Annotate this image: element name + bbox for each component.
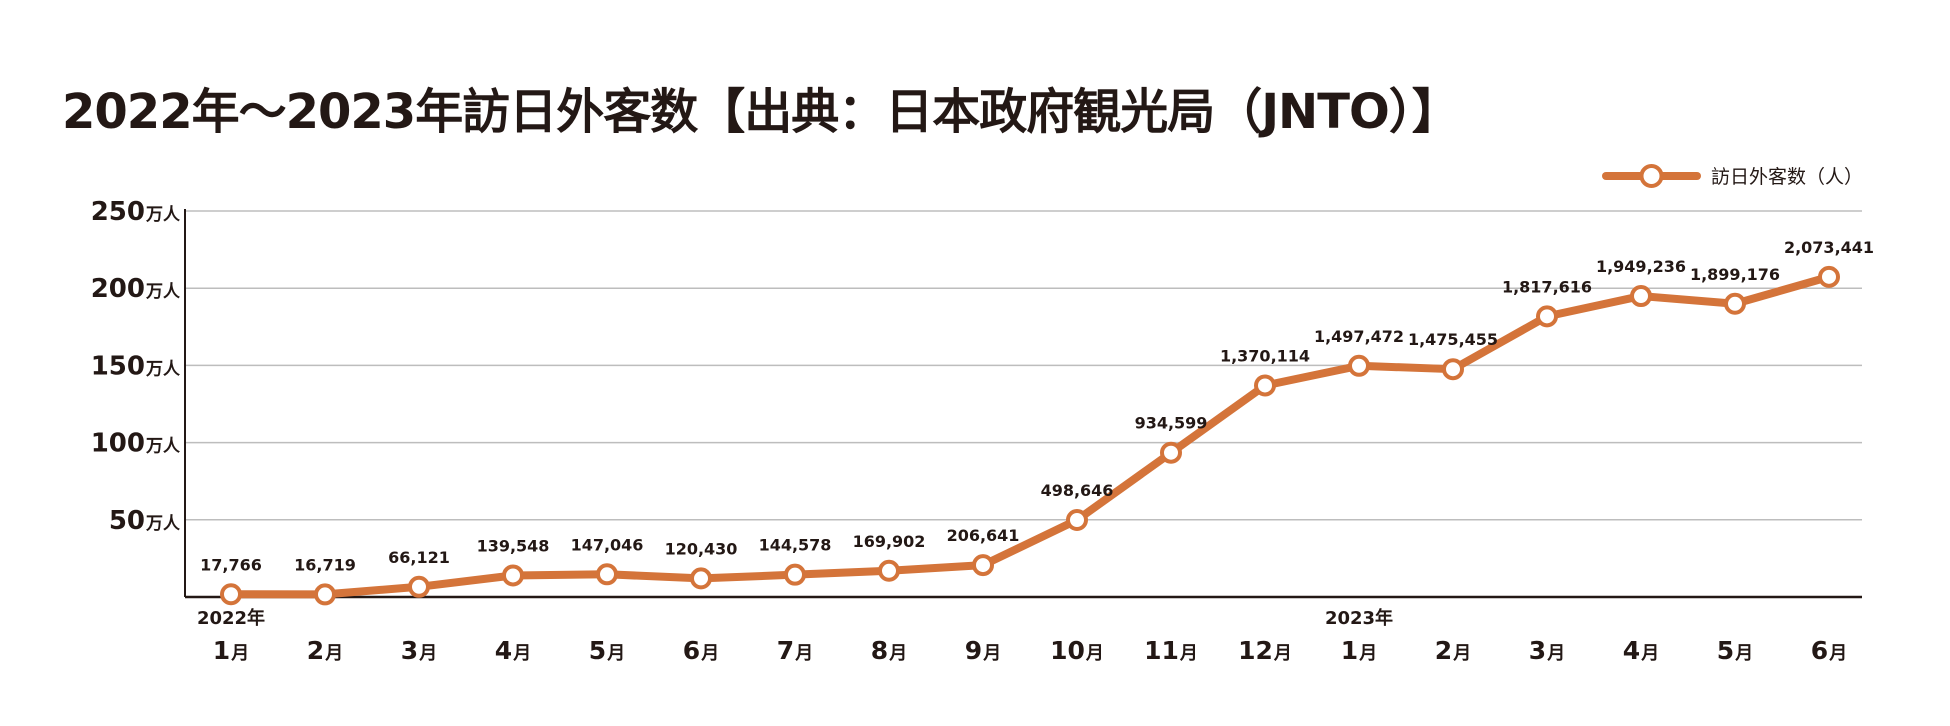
data-point [596, 563, 618, 586]
data-labels: 17,766 16,719 66,121 139,548 147,046 120,430 1… [200, 238, 1874, 575]
legend-label: 訪日外客数（人） [1711, 166, 1863, 188]
data-label: 2,073,441 [1784, 238, 1874, 257]
x-tick-label: 9月 [965, 636, 1001, 665]
data-point [1630, 285, 1652, 308]
x-tick-label: 7月 [777, 636, 813, 665]
x-tick-label: 12月 [1238, 636, 1292, 665]
x-tick-label: 2月 [1435, 636, 1471, 665]
x-tick-label: 3月 [1529, 636, 1565, 665]
y-tick-label: 200万人 [91, 274, 181, 304]
year-label: 2023年 [1325, 607, 1393, 629]
data-label: 17,766 [200, 555, 262, 574]
data-point [220, 583, 242, 606]
data-point [1724, 292, 1746, 315]
x-axis-tick-labels: 1月 2月 3月 4月 5月 6月 7月 8月 9月 10月 11月 12月 1月 2月 3月 4月 5月 6月 2… [197, 607, 1847, 665]
data-point [314, 583, 336, 606]
x-tick-label: 6月 [683, 636, 719, 665]
data-label: 139,548 [477, 536, 550, 555]
data-label: 934,599 [1135, 414, 1208, 433]
data-point [408, 575, 430, 598]
data-label: 66,121 [388, 548, 450, 567]
data-point [1160, 441, 1182, 464]
data-label: 120,430 [665, 539, 738, 558]
data-label: 1,899,176 [1690, 265, 1780, 284]
x-tick-label: 1月 [1341, 636, 1377, 665]
data-label: 1,475,455 [1408, 330, 1498, 349]
legend: 訪日外客数（人） [1602, 164, 1863, 188]
data-point [1348, 354, 1370, 377]
data-point [1536, 305, 1558, 328]
data-point [1066, 509, 1088, 532]
y-tick-label: 50万人 [109, 506, 181, 536]
data-label: 1,817,616 [1502, 277, 1592, 296]
x-tick-label: 5月 [1717, 636, 1753, 665]
y-axis-tick-labels: 50万人 100万人 150万人 200万人 250万人 [91, 197, 181, 536]
data-point [690, 567, 712, 590]
gridlines [185, 210, 1862, 521]
data-point [1254, 374, 1276, 397]
data-point [972, 554, 994, 577]
data-label: 144,578 [759, 536, 832, 555]
x-tick-label: 4月 [1623, 636, 1659, 665]
x-tick-label: 2月 [307, 636, 343, 665]
data-label: 1,497,472 [1314, 327, 1404, 346]
legend-marker [1639, 164, 1664, 188]
data-label: 16,719 [294, 555, 356, 574]
data-label: 169,902 [853, 532, 926, 551]
y-tick-label: 100万人 [91, 429, 181, 459]
x-tick-label: 4月 [495, 636, 531, 665]
x-tick-label: 8月 [871, 636, 907, 665]
y-tick-label: 250万人 [91, 197, 181, 227]
y-tick-label: 150万人 [91, 351, 181, 381]
data-point [878, 559, 900, 582]
data-label: 498,646 [1041, 481, 1114, 500]
x-tick-label: 5月 [589, 636, 625, 665]
data-label: 147,046 [571, 535, 644, 554]
data-label: 206,641 [947, 526, 1020, 545]
data-point [1818, 265, 1840, 288]
series-line [227, 272, 1833, 599]
data-point [502, 564, 524, 587]
data-label: 1,949,236 [1596, 257, 1686, 276]
x-tick-label: 10月 [1050, 636, 1104, 665]
series-visitors [220, 265, 1840, 606]
data-label: 1,370,114 [1220, 346, 1310, 365]
data-point [784, 563, 806, 586]
axes [184, 209, 1862, 599]
x-tick-label: 1月 [213, 636, 249, 665]
x-tick-label: 6月 [1811, 636, 1847, 665]
x-tick-label: 3月 [401, 636, 437, 665]
x-tick-label: 11月 [1144, 636, 1198, 665]
data-point [1442, 358, 1464, 381]
chart-title: 2022年〜2023年訪日外客数【出典：日本政府観光局（JNTO）】 [62, 84, 1460, 140]
year-label: 2022年 [197, 607, 265, 629]
